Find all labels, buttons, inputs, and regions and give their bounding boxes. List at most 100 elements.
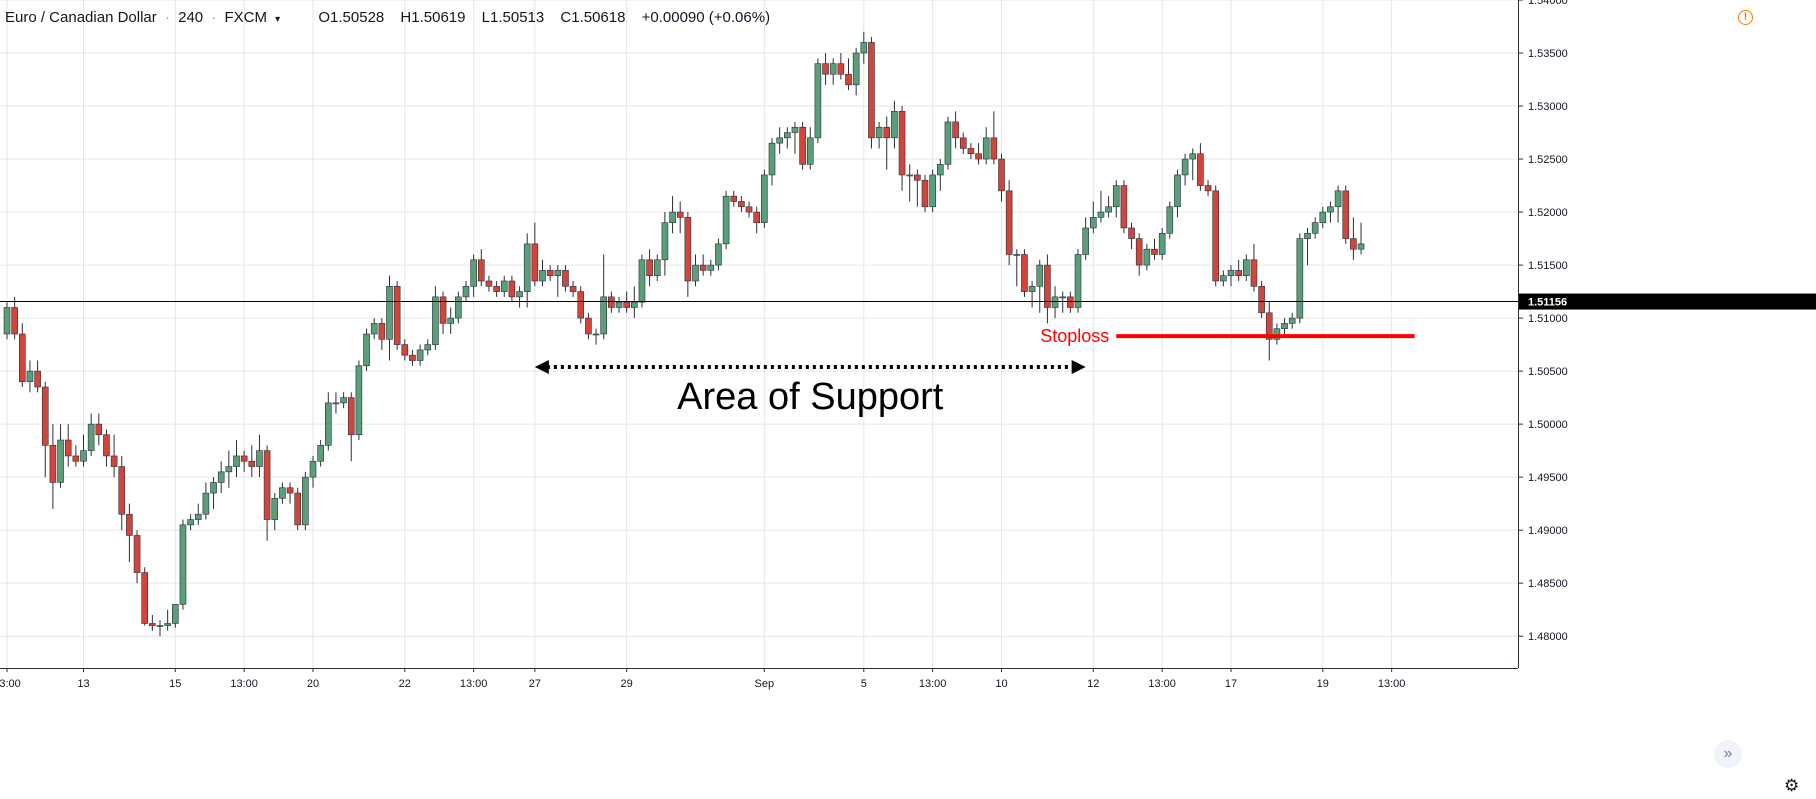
candle	[982, 127, 990, 165]
time-tick-label: Sep	[755, 678, 775, 690]
candle	[1120, 180, 1128, 234]
candle	[34, 360, 41, 393]
candle-body	[1105, 206, 1112, 213]
price-tick-label: 1.50500	[1528, 366, 1568, 378]
candle	[630, 286, 638, 319]
candle-body	[141, 572, 148, 624]
candle-body	[615, 301, 623, 308]
candle-body	[41, 386, 49, 446]
arrow-right-icon	[1071, 360, 1086, 374]
candle	[149, 614, 156, 631]
candle	[1181, 153, 1189, 186]
candle	[401, 339, 409, 361]
candle-body	[149, 623, 156, 626]
candle-body	[493, 285, 500, 292]
candle-body	[340, 397, 347, 404]
candle-body	[1051, 296, 1059, 308]
time-axis[interactable]: 13:00 13 15 13:00 20 22 13:00 27 29 Sep 5 13:00 10 12…	[0, 668, 1518, 690]
candle-body	[523, 243, 531, 292]
candle	[585, 312, 592, 340]
candle	[447, 307, 455, 334]
candle	[240, 450, 248, 472]
candle	[1250, 243, 1258, 292]
candle-body	[202, 492, 210, 515]
chevron-down-icon[interactable]: ▾	[275, 14, 281, 25]
candle-body	[233, 455, 240, 467]
candle	[692, 254, 699, 287]
warning-icon[interactable]: !	[1738, 10, 1753, 25]
candle-body	[187, 519, 194, 526]
ohlc-close: C1.50618	[560, 9, 626, 26]
candle	[57, 424, 64, 488]
candle	[332, 392, 340, 414]
candle-body	[80, 450, 87, 462]
candle	[141, 567, 148, 626]
candle	[653, 254, 661, 281]
candle	[1273, 323, 1281, 345]
candle	[256, 434, 263, 478]
candle	[424, 339, 432, 356]
candle-body	[309, 460, 317, 478]
stoploss-label: Stoploss	[1040, 326, 1109, 346]
candle-body	[837, 63, 845, 75]
candle	[898, 106, 906, 191]
candle	[1204, 180, 1212, 197]
candle-body	[1174, 174, 1181, 208]
symbol-name[interactable]: Euro / Canadian Dollar	[5, 9, 157, 26]
candle	[470, 254, 477, 297]
candle	[1319, 206, 1327, 228]
candle-body	[592, 333, 600, 336]
candle-body	[799, 126, 806, 165]
ohlc-high: H1.50619	[400, 9, 466, 26]
candle-body	[1357, 243, 1365, 250]
candle	[952, 111, 959, 149]
candle	[110, 434, 118, 478]
candle-body	[485, 280, 493, 287]
candle	[493, 280, 500, 297]
candle	[998, 153, 1005, 202]
candle-body	[822, 63, 829, 75]
time-tick-label: 13:00	[230, 678, 258, 690]
candle	[791, 121, 799, 154]
price-axis-bg	[1518, 0, 1816, 799]
candle-body	[18, 333, 26, 383]
scroll-to-realtime-button[interactable]: »	[1714, 740, 1742, 768]
candle-body	[944, 121, 952, 165]
candle	[1258, 280, 1265, 319]
candle	[172, 604, 179, 628]
price-axis[interactable]: 1.48000 1.48500 1.49000 1.49500 1.50000 1.505…	[1518, 0, 1816, 799]
candle	[569, 280, 577, 297]
candle	[822, 53, 829, 85]
candle	[531, 222, 539, 287]
candle	[623, 291, 630, 313]
candle-body	[1021, 254, 1028, 292]
candle-body	[715, 243, 722, 266]
candle	[975, 143, 982, 165]
candle-body	[829, 63, 837, 75]
price-tick-label: 1.52000	[1528, 207, 1568, 219]
candle-body	[539, 270, 546, 282]
gear-icon[interactable]: ⚙	[1784, 776, 1800, 795]
candle-body	[630, 301, 638, 308]
ohlc-low: L1.50513	[481, 9, 545, 26]
candle	[776, 127, 783, 154]
candle-body	[1327, 206, 1334, 213]
candle	[1067, 291, 1074, 313]
candle-body	[393, 285, 401, 345]
exchange-label[interactable]: FXCM	[224, 9, 267, 26]
candle-body	[1235, 270, 1242, 276]
candle-body	[898, 111, 906, 176]
interval-label[interactable]: 240	[178, 9, 204, 26]
candle	[80, 434, 87, 467]
candle	[302, 471, 309, 531]
candle-body	[271, 498, 279, 520]
candle-body	[531, 243, 539, 282]
candle	[133, 530, 141, 584]
candle-body	[363, 333, 370, 367]
candle	[378, 318, 386, 350]
candle-body	[424, 344, 432, 351]
candle	[1074, 249, 1082, 313]
candle	[393, 280, 401, 350]
candle-body	[11, 307, 18, 335]
